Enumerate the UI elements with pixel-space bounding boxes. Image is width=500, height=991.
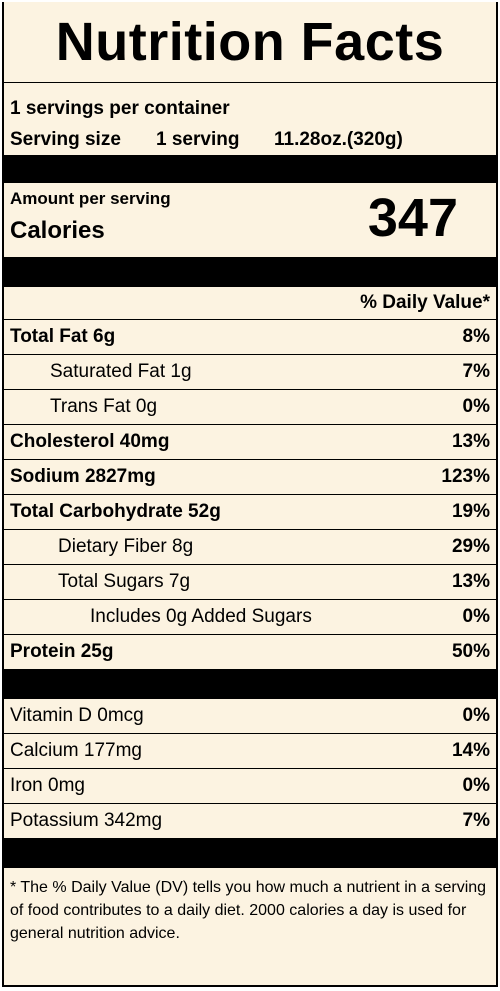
thick-divider (4, 669, 496, 698)
vitamin-name: Vitamin D 0mcg (10, 705, 144, 726)
vitamin-row: Potassium 342mg 7% (4, 803, 496, 838)
thick-divider (4, 257, 496, 286)
nutrient-pct: 0% (462, 396, 490, 417)
calories-block: Amount per serving Calories 347 (4, 182, 496, 257)
nutrient-row: Protein 25g 50% (4, 634, 496, 669)
nutrient-pct: 7% (462, 361, 490, 382)
nutrient-pct: 50% (451, 641, 490, 662)
nutrient-pct: 13% (451, 571, 490, 592)
nutrient-name: Total Sugars 7g (58, 571, 191, 592)
nutrient-row: Trans Fat 0g 0% (4, 389, 496, 424)
vitamin-pct: 0% (462, 705, 490, 726)
thick-divider (4, 155, 496, 182)
nutrient-name: Cholesterol 40mg (10, 431, 170, 452)
servings-per-container: 1 servings per container (10, 98, 230, 119)
nutrient-row: Dietary Fiber 8g 29% (4, 529, 496, 564)
vitamin-pct: 0% (462, 775, 490, 796)
nutrient-pct: 19% (451, 501, 490, 522)
vitamin-pct: 7% (462, 810, 490, 831)
nutrient-pct: 13% (451, 431, 490, 452)
nutrient-name: Sodium 2827mg (10, 466, 156, 487)
nutrient-row: Cholesterol 40mg 13% (4, 424, 496, 459)
vitamin-pct: 14% (451, 740, 490, 761)
nutrient-pct: 0% (462, 606, 490, 627)
footnote: * The % Daily Value (DV) tells you how m… (4, 867, 496, 945)
nutrient-name: Total Fat 6g (10, 326, 116, 347)
serving-size-label: Serving size (10, 129, 121, 150)
nutrient-name: Saturated Fat 1g (50, 361, 192, 382)
vitamin-name: Calcium 177mg (10, 740, 142, 761)
nutrient-name: Protein 25g (10, 641, 114, 662)
nutrient-row: Total Fat 6g 8% (4, 319, 496, 354)
nutrient-row: Includes 0g Added Sugars 0% (4, 599, 496, 634)
calories-label: Calories (10, 217, 105, 244)
nutrient-name: Trans Fat 0g (50, 396, 158, 417)
vitamin-name: Iron 0mg (10, 775, 85, 796)
nutrient-row: Saturated Fat 1g 7% (4, 354, 496, 389)
vitamin-row: Vitamin D 0mcg 0% (4, 698, 496, 733)
label-title: Nutrition Facts (4, 2, 496, 83)
nutrient-pct: 8% (462, 326, 490, 347)
serving-info: 1 servings per container Serving size 1 s… (4, 83, 496, 155)
amount-per-serving: Amount per serving (10, 189, 171, 208)
nutrient-name: Total Carbohydrate 52g (10, 501, 221, 522)
nutrient-pct: 123% (441, 466, 490, 487)
daily-value-header: % Daily Value* (4, 286, 496, 319)
vitamin-row: Iron 0mg 0% (4, 768, 496, 803)
nutrient-row: Sodium 2827mg 123% (4, 459, 496, 494)
nutrient-row: Total Sugars 7g 13% (4, 564, 496, 599)
nutrient-name: Dietary Fiber 8g (58, 536, 194, 557)
nutrient-name: Includes 0g Added Sugars (90, 606, 312, 627)
serving-size-weight: 11.28oz.(320g) (274, 129, 403, 150)
nutrient-pct: 29% (451, 536, 490, 557)
thick-divider (4, 838, 496, 867)
calories-value: 347 (367, 188, 458, 248)
nutrient-row: Total Carbohydrate 52g 19% (4, 494, 496, 529)
vitamin-name: Potassium 342mg (10, 810, 163, 831)
vitamin-row: Calcium 177mg 14% (4, 733, 496, 768)
serving-size-row: Serving size 1 serving 11.28oz.(320g) (10, 124, 490, 155)
serving-size-value: 1 serving (156, 129, 240, 150)
